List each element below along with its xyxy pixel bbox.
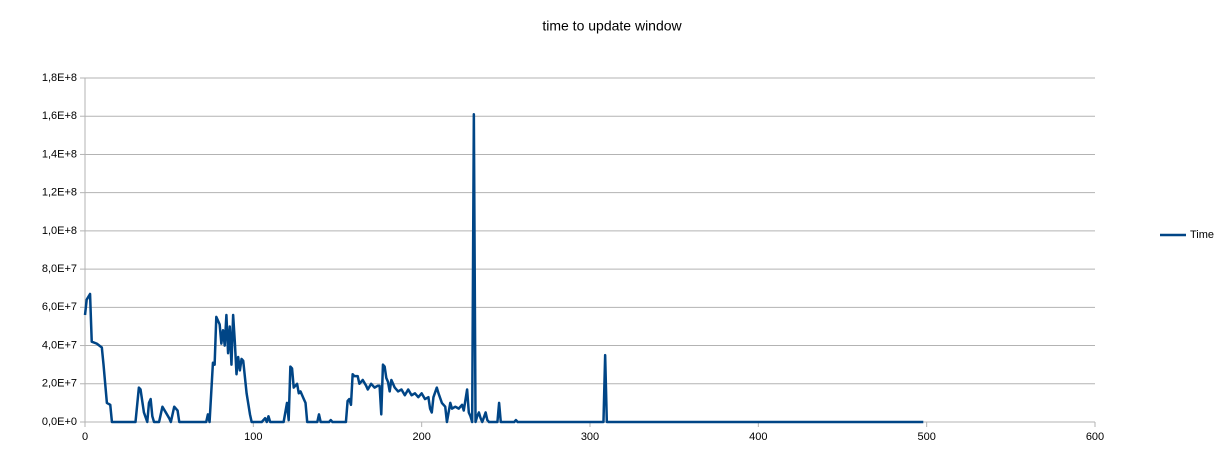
y-tick-label: 1,6E+8	[42, 110, 77, 122]
y-tick-label: 2,0E+7	[42, 378, 77, 390]
x-tick-label: 200	[412, 431, 430, 443]
x-tick-label: 400	[749, 431, 767, 443]
y-tick-label: 1,2E+8	[42, 187, 77, 199]
legend-label: Time	[1190, 229, 1214, 241]
y-tick-label: 4,0E+7	[42, 339, 77, 351]
y-tick-label: 1,8E+8	[42, 72, 77, 84]
x-tick-label: 600	[1086, 431, 1104, 443]
y-tick-label: 6,0E+7	[42, 301, 77, 313]
x-tick-label: 0	[82, 431, 88, 443]
y-tick-label: 8,0E+7	[42, 263, 77, 275]
x-tick-label: 500	[917, 431, 935, 443]
x-tick-label: 100	[244, 431, 262, 443]
series-line	[83, 113, 924, 424]
x-tick-label: 300	[581, 431, 599, 443]
chart-title: time to update window	[542, 18, 682, 34]
y-tick-label: 1,4E+8	[42, 148, 77, 160]
y-tick-label: 0,0E+0	[42, 416, 77, 428]
y-tick-label: 1,0E+8	[42, 225, 77, 237]
